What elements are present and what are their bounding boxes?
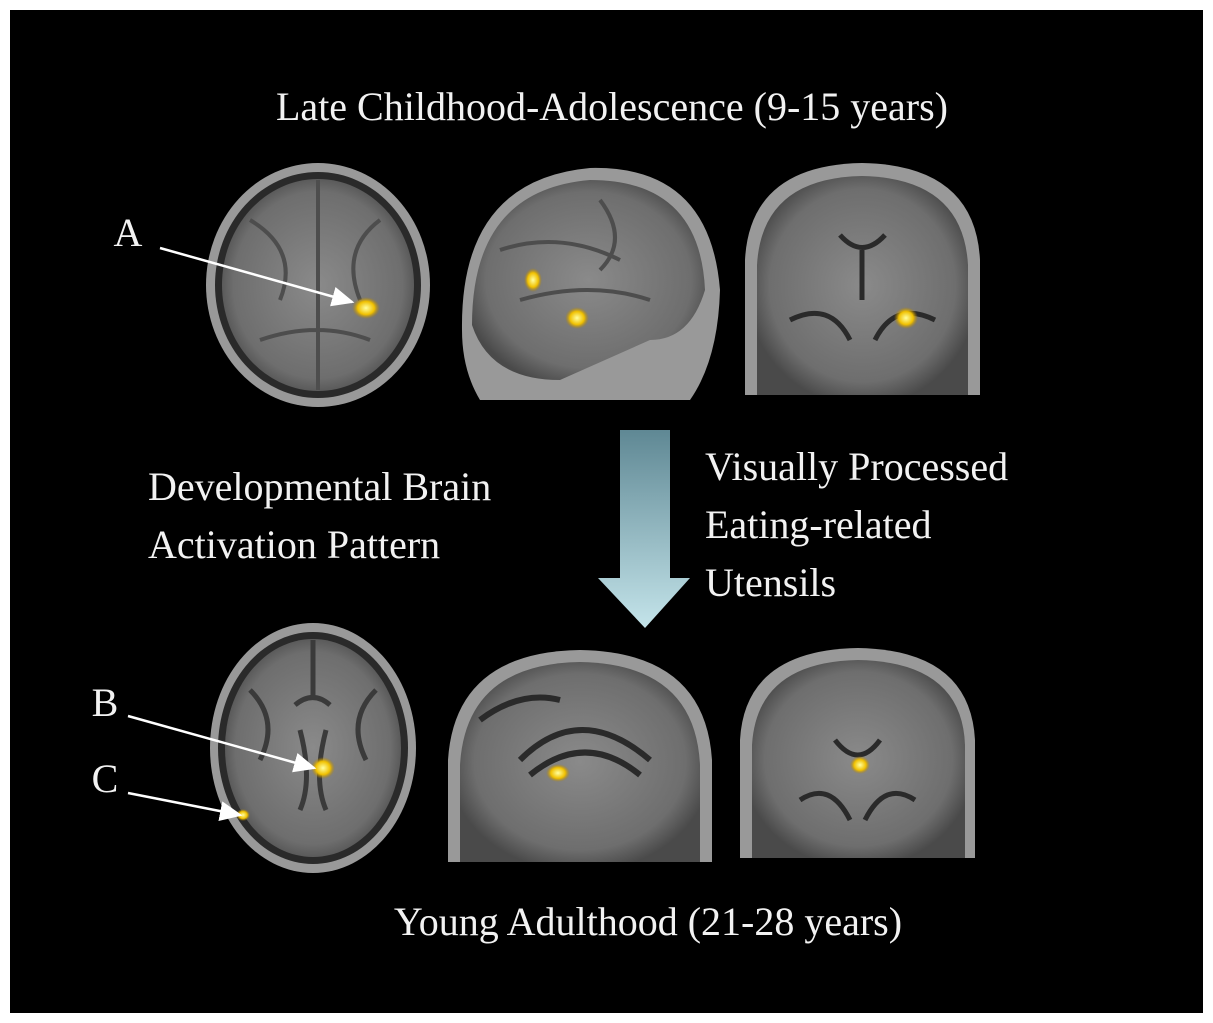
bottom-title: Young Adulthood (21-28 years) <box>394 899 902 944</box>
marker-label: B <box>92 680 119 725</box>
top-title: Late Childhood-Adolescence (9-15 years) <box>276 84 948 129</box>
sagittal-scan-top <box>461 167 720 400</box>
pointer-a <box>159 246 355 307</box>
right-text: Eating-related <box>705 502 932 547</box>
sagittal-scan-bottom <box>448 650 712 862</box>
coronal-scan-top <box>745 163 980 395</box>
pointer-c <box>127 791 243 821</box>
left-text: Activation Pattern <box>148 522 440 567</box>
right-text: Visually Processed <box>705 444 1008 489</box>
right-text: Utensils <box>705 560 836 605</box>
coronal-scan-bottom <box>740 648 975 858</box>
marker-label: A <box>114 210 143 255</box>
down-arrow <box>598 430 690 628</box>
background <box>10 10 1203 1013</box>
axial-scan-top <box>206 163 430 407</box>
left-text: Developmental Brain <box>148 464 491 509</box>
pointer-b <box>127 714 317 773</box>
axial-scan-bottom <box>210 623 416 873</box>
marker-label: C <box>92 756 119 801</box>
